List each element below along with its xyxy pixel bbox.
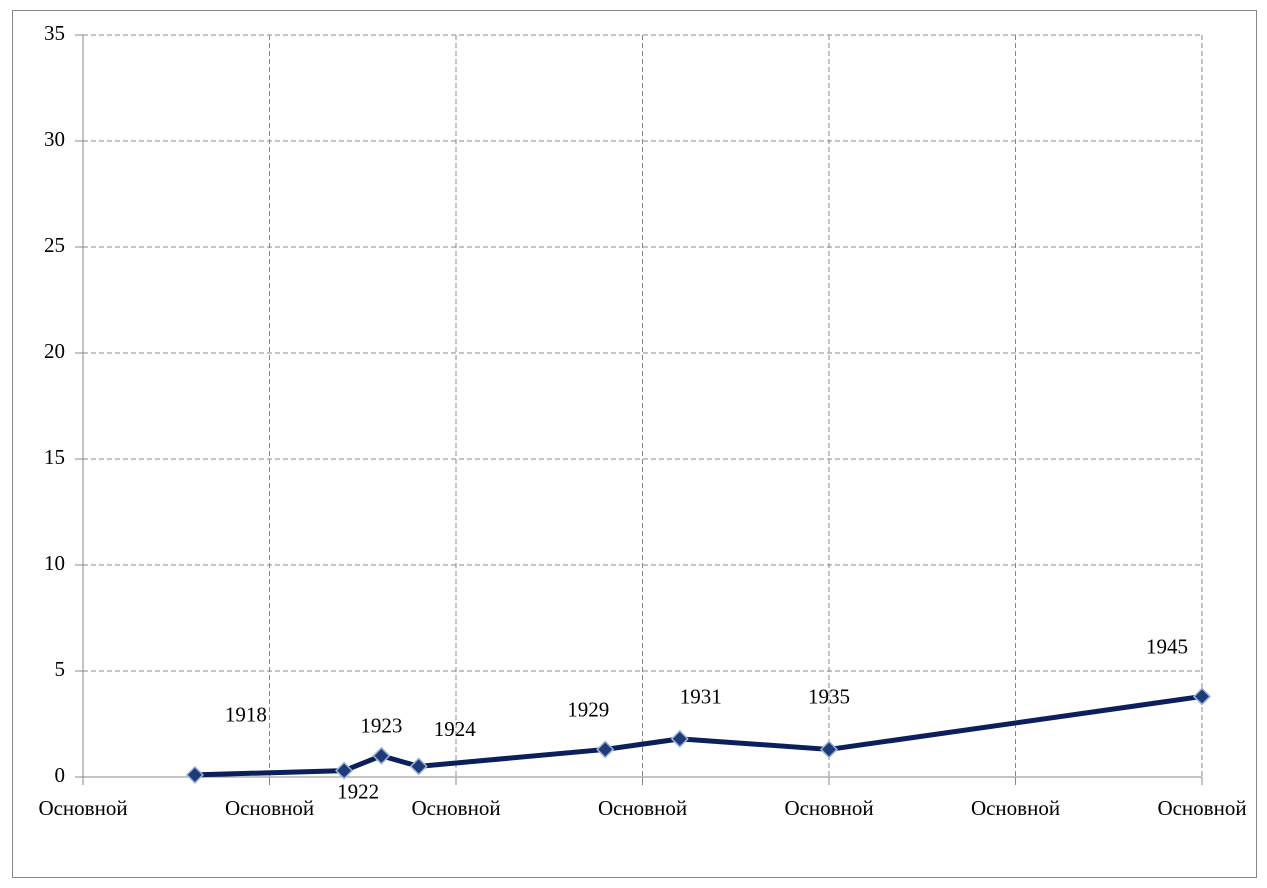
data-label: 1929 bbox=[567, 697, 609, 721]
y-tick-label: 35 bbox=[44, 21, 65, 45]
marker bbox=[185, 765, 204, 784]
y-tick-label: 30 bbox=[44, 127, 65, 151]
marker bbox=[1192, 687, 1212, 706]
y-tick-label: 0 bbox=[55, 763, 66, 787]
marker bbox=[596, 740, 615, 759]
y-tick-label: 25 bbox=[44, 233, 65, 257]
y-tick-label: 10 bbox=[44, 551, 65, 575]
data-label: 1923 bbox=[360, 714, 402, 738]
chart-border bbox=[12, 10, 1257, 878]
x-tick-label: Основной bbox=[411, 796, 500, 820]
y-tick-label: 20 bbox=[44, 339, 65, 363]
data-label: 1918 bbox=[225, 703, 267, 727]
x-tick-label: Основной bbox=[598, 796, 687, 820]
x-tick-label: Основной bbox=[784, 796, 873, 820]
marker bbox=[670, 729, 689, 748]
data-label: 1931 bbox=[680, 685, 722, 709]
data-label: 1935 bbox=[808, 684, 850, 708]
x-tick-label: Основной bbox=[225, 796, 314, 820]
x-tick-label: Основной bbox=[38, 796, 127, 820]
x-tick-label: Основной bbox=[1157, 796, 1246, 820]
y-tick-label: 15 bbox=[44, 445, 65, 469]
data-label: 1945 bbox=[1146, 634, 1188, 658]
data-label: 1922 bbox=[337, 779, 379, 803]
x-tick-label: Основной bbox=[971, 796, 1060, 820]
marker bbox=[409, 757, 428, 776]
y-tick-label: 5 bbox=[55, 657, 66, 681]
data-label: 1924 bbox=[434, 717, 477, 741]
marker bbox=[335, 761, 354, 780]
marker bbox=[819, 740, 839, 759]
marker bbox=[372, 746, 391, 765]
